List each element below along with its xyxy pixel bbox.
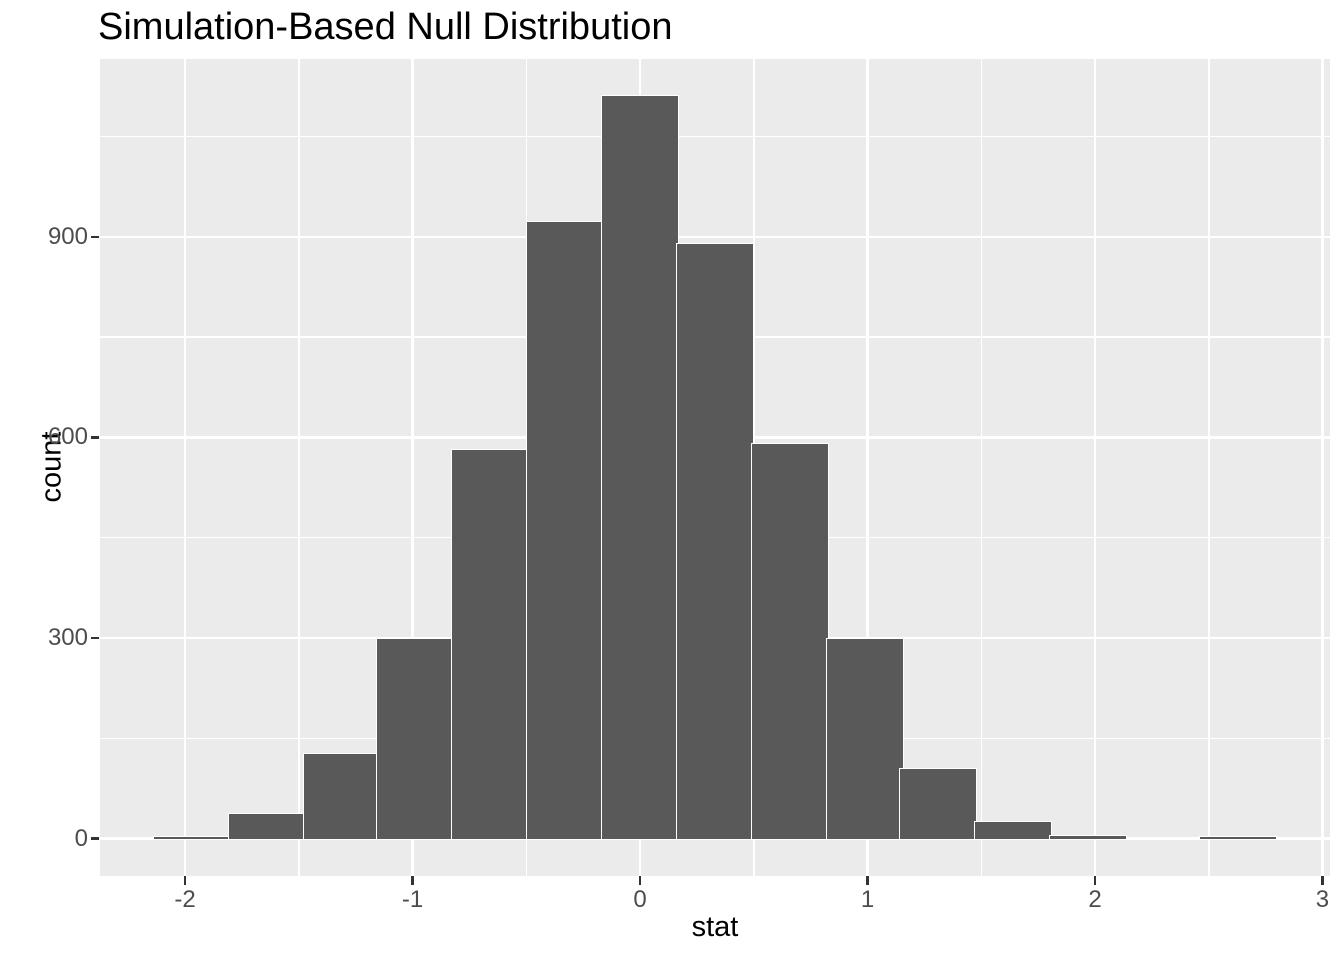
y-tick-label: 900 <box>47 222 88 250</box>
gridline-x-major <box>411 59 414 876</box>
y-tick-label: 0 <box>74 824 88 852</box>
plot-title: Simulation-Based Null Distribution <box>98 6 673 48</box>
histogram-bar <box>899 767 977 841</box>
gridline-x-major <box>183 59 187 876</box>
histogram-bar <box>526 220 604 841</box>
y-tick-mark <box>90 837 99 840</box>
gridline-x-major <box>1093 59 1097 876</box>
gridline-x-major <box>866 59 869 876</box>
histogram-bar <box>1199 836 1278 841</box>
histogram-bar <box>601 94 679 841</box>
y-tick-mark <box>90 636 99 640</box>
x-tick-mark <box>866 876 869 885</box>
histogram-bar <box>826 638 905 841</box>
y-tick-label: 300 <box>47 623 88 651</box>
histogram-bar <box>375 637 454 841</box>
histogram-bar <box>153 835 231 841</box>
histogram-bar <box>751 442 830 841</box>
x-tick-mark <box>1321 876 1324 885</box>
x-tick-label: -2 <box>174 886 196 913</box>
histogram-bar <box>1049 835 1128 841</box>
x-tick-mark <box>638 876 642 885</box>
histogram-bar <box>676 242 754 841</box>
x-tick-label: 2 <box>1088 886 1102 913</box>
gridline-x-minor <box>1208 59 1210 876</box>
x-axis-title: stat <box>691 911 739 943</box>
histogram-bar <box>303 752 381 841</box>
gridline-x-major <box>1321 59 1324 876</box>
x-tick-label: -1 <box>401 886 424 913</box>
histogram-bar <box>974 821 1052 841</box>
x-tick-mark <box>1093 876 1097 885</box>
x-tick-label: 1 <box>860 886 875 913</box>
x-tick-label: 0 <box>633 886 647 913</box>
x-tick-mark <box>411 876 414 885</box>
gridline-x-minor <box>980 59 983 876</box>
gridline-y-major <box>100 235 1330 239</box>
plot-panel <box>100 59 1330 876</box>
x-tick-mark <box>183 876 187 885</box>
histogram-bar <box>451 449 529 841</box>
y-tick-mark <box>90 436 99 439</box>
x-tick-label: 3 <box>1315 886 1330 913</box>
y-tick-mark <box>90 235 99 239</box>
gridline-y-minor <box>100 135 1330 138</box>
histogram-bar <box>228 812 306 841</box>
gridline-x-minor <box>298 59 300 876</box>
y-tick-label: 600 <box>47 423 88 451</box>
